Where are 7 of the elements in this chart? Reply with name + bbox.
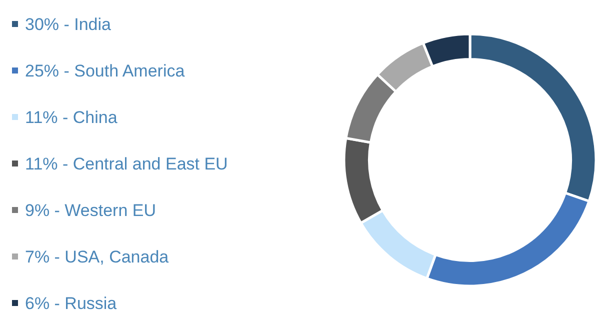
legend-label: 30% - India [25, 14, 112, 34]
legend-label: 25% - South America [25, 61, 186, 80]
legend-label: 11% - China [25, 108, 118, 127]
legend-label: 7% - USA, Canada [25, 247, 170, 266]
legend-label: 6% - Russia [25, 294, 118, 313]
legend-label: 11% - Central and East EU [25, 154, 228, 174]
legend-label: 9% - Western EU [25, 200, 156, 220]
